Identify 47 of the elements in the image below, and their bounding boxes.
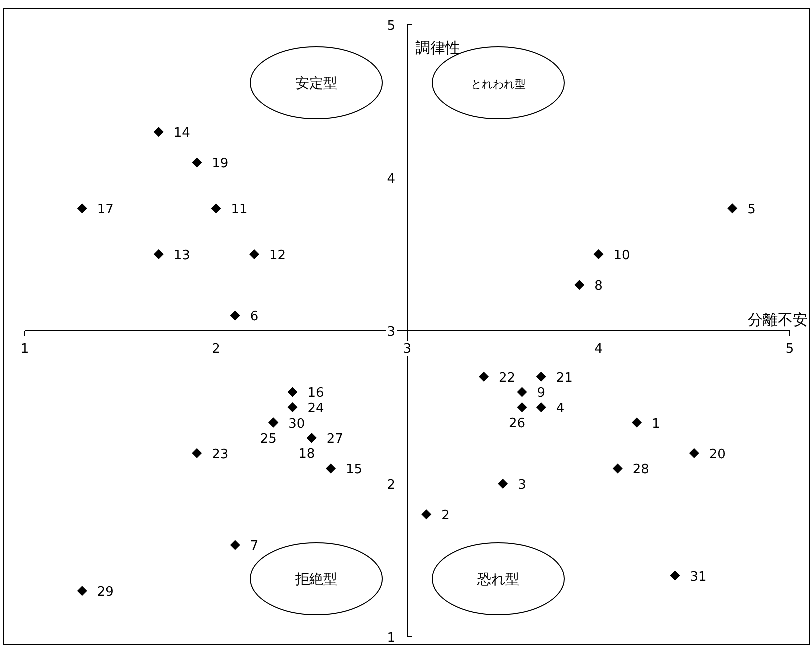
point-label: 20 [709,447,726,462]
point-label: 31 [690,570,707,585]
point-label: 25 [260,432,277,447]
point-label: 28 [632,462,650,478]
point-label: 17 [97,202,114,218]
point-label: 11 [231,202,248,218]
annotation: 安定型 [296,76,338,92]
point-label: 27 [326,432,344,448]
point-label: 8 [594,279,603,294]
y-axis-title: 調律性 [416,39,460,57]
point-label: 4 [556,402,565,416]
point-label: 14 [174,126,190,142]
point-label: 12 [270,248,286,264]
point-label: 13 [174,248,190,264]
annotation: 恐れ型 [476,572,520,588]
x-tick-label: 1 [20,342,30,357]
annotation: とれわれ型 [471,78,526,91]
x-axis-title: 分離不安 [748,311,808,329]
point-label: 5 [748,202,756,218]
point-label: 22 [499,370,516,386]
point-label: 10 [614,248,630,264]
y-tick-label: 3 [387,325,396,340]
y-tick-label: 1 [387,631,396,646]
point-label: 1 [652,416,660,432]
point-label: 29 [97,585,114,600]
y-tick-label: 4 [387,172,396,187]
point-label: 18 [298,447,316,462]
y-tick-label: 5 [387,19,396,34]
point-label: 23 [212,447,229,462]
point-label: 30 [288,416,306,432]
point-label: 26 [508,416,526,432]
point-label: 3 [518,478,526,493]
point-label: 16 [308,386,324,402]
y-tick-label: 2 [387,478,396,493]
x-tick-label: 5 [786,342,794,357]
annotation: 拒絶型 [294,572,338,588]
x-tick-label: 3 [403,342,412,357]
point-label: 9 [537,386,546,402]
x-tick-label: 2 [212,342,220,357]
point-label: 6 [250,310,259,325]
point-label: 2 [442,508,450,524]
point-label: 19 [212,156,229,172]
point-label: 24 [308,402,324,416]
point-label: 15 [346,462,363,478]
point-label: 21 [556,370,573,386]
x-tick-label: 4 [594,342,603,357]
point-label: 7 [250,539,259,554]
